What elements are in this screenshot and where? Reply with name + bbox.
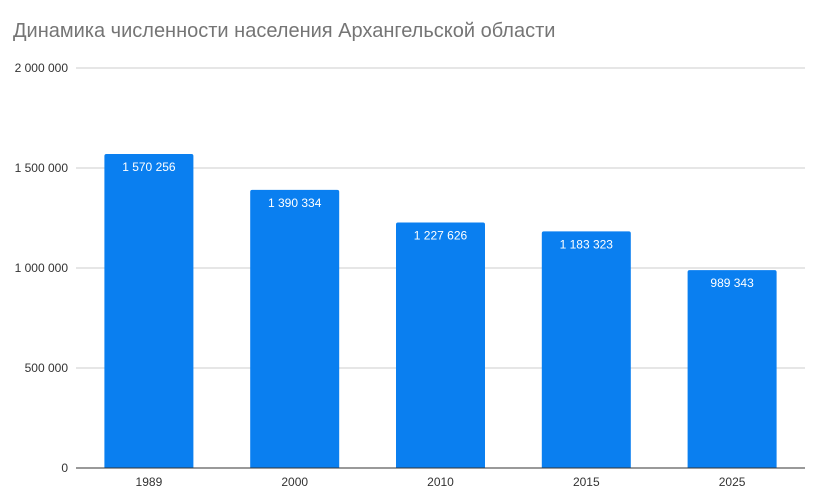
x-tick-label: 2000: [281, 475, 308, 489]
data-label-2015: 1 183 323: [560, 237, 614, 251]
y-tick-label: 500 000: [25, 361, 69, 375]
chart-title: Динамика численности населения Архангель…: [13, 20, 556, 42]
data-label-2000: 1 390 334: [268, 196, 322, 210]
data-label-2025: 989 343: [710, 276, 754, 290]
bar-2010: [396, 222, 485, 468]
x-tick-label: 1989: [136, 475, 163, 489]
y-tick-label: 2 000 000: [15, 61, 69, 75]
bar-2000: [250, 189, 340, 468]
y-tick-label: 1 500 000: [15, 161, 69, 175]
bar-2025: [687, 270, 777, 468]
y-axis-ticks: 0 500 000 1 000 000 1 500 000 2 000 000: [15, 61, 69, 475]
y-tick-label: 1 000 000: [15, 261, 69, 275]
x-tick-label: 2025: [719, 475, 746, 489]
data-labels: 1 570 256 1 390 334 1 227 626 1 183 323 989 …: [122, 160, 754, 290]
y-tick-label: 0: [61, 461, 68, 475]
data-label-2010: 1 227 626: [414, 228, 468, 242]
data-label-1989: 1 570 256: [122, 160, 176, 174]
bars: [104, 153, 777, 469]
bar-2015: [541, 231, 631, 468]
bar-1989: [104, 153, 194, 469]
x-tick-label: 2015: [573, 475, 600, 489]
x-tick-label: 2010: [427, 475, 454, 489]
x-axis-ticks: 1989 2000 2010 2015 2025: [136, 475, 746, 489]
